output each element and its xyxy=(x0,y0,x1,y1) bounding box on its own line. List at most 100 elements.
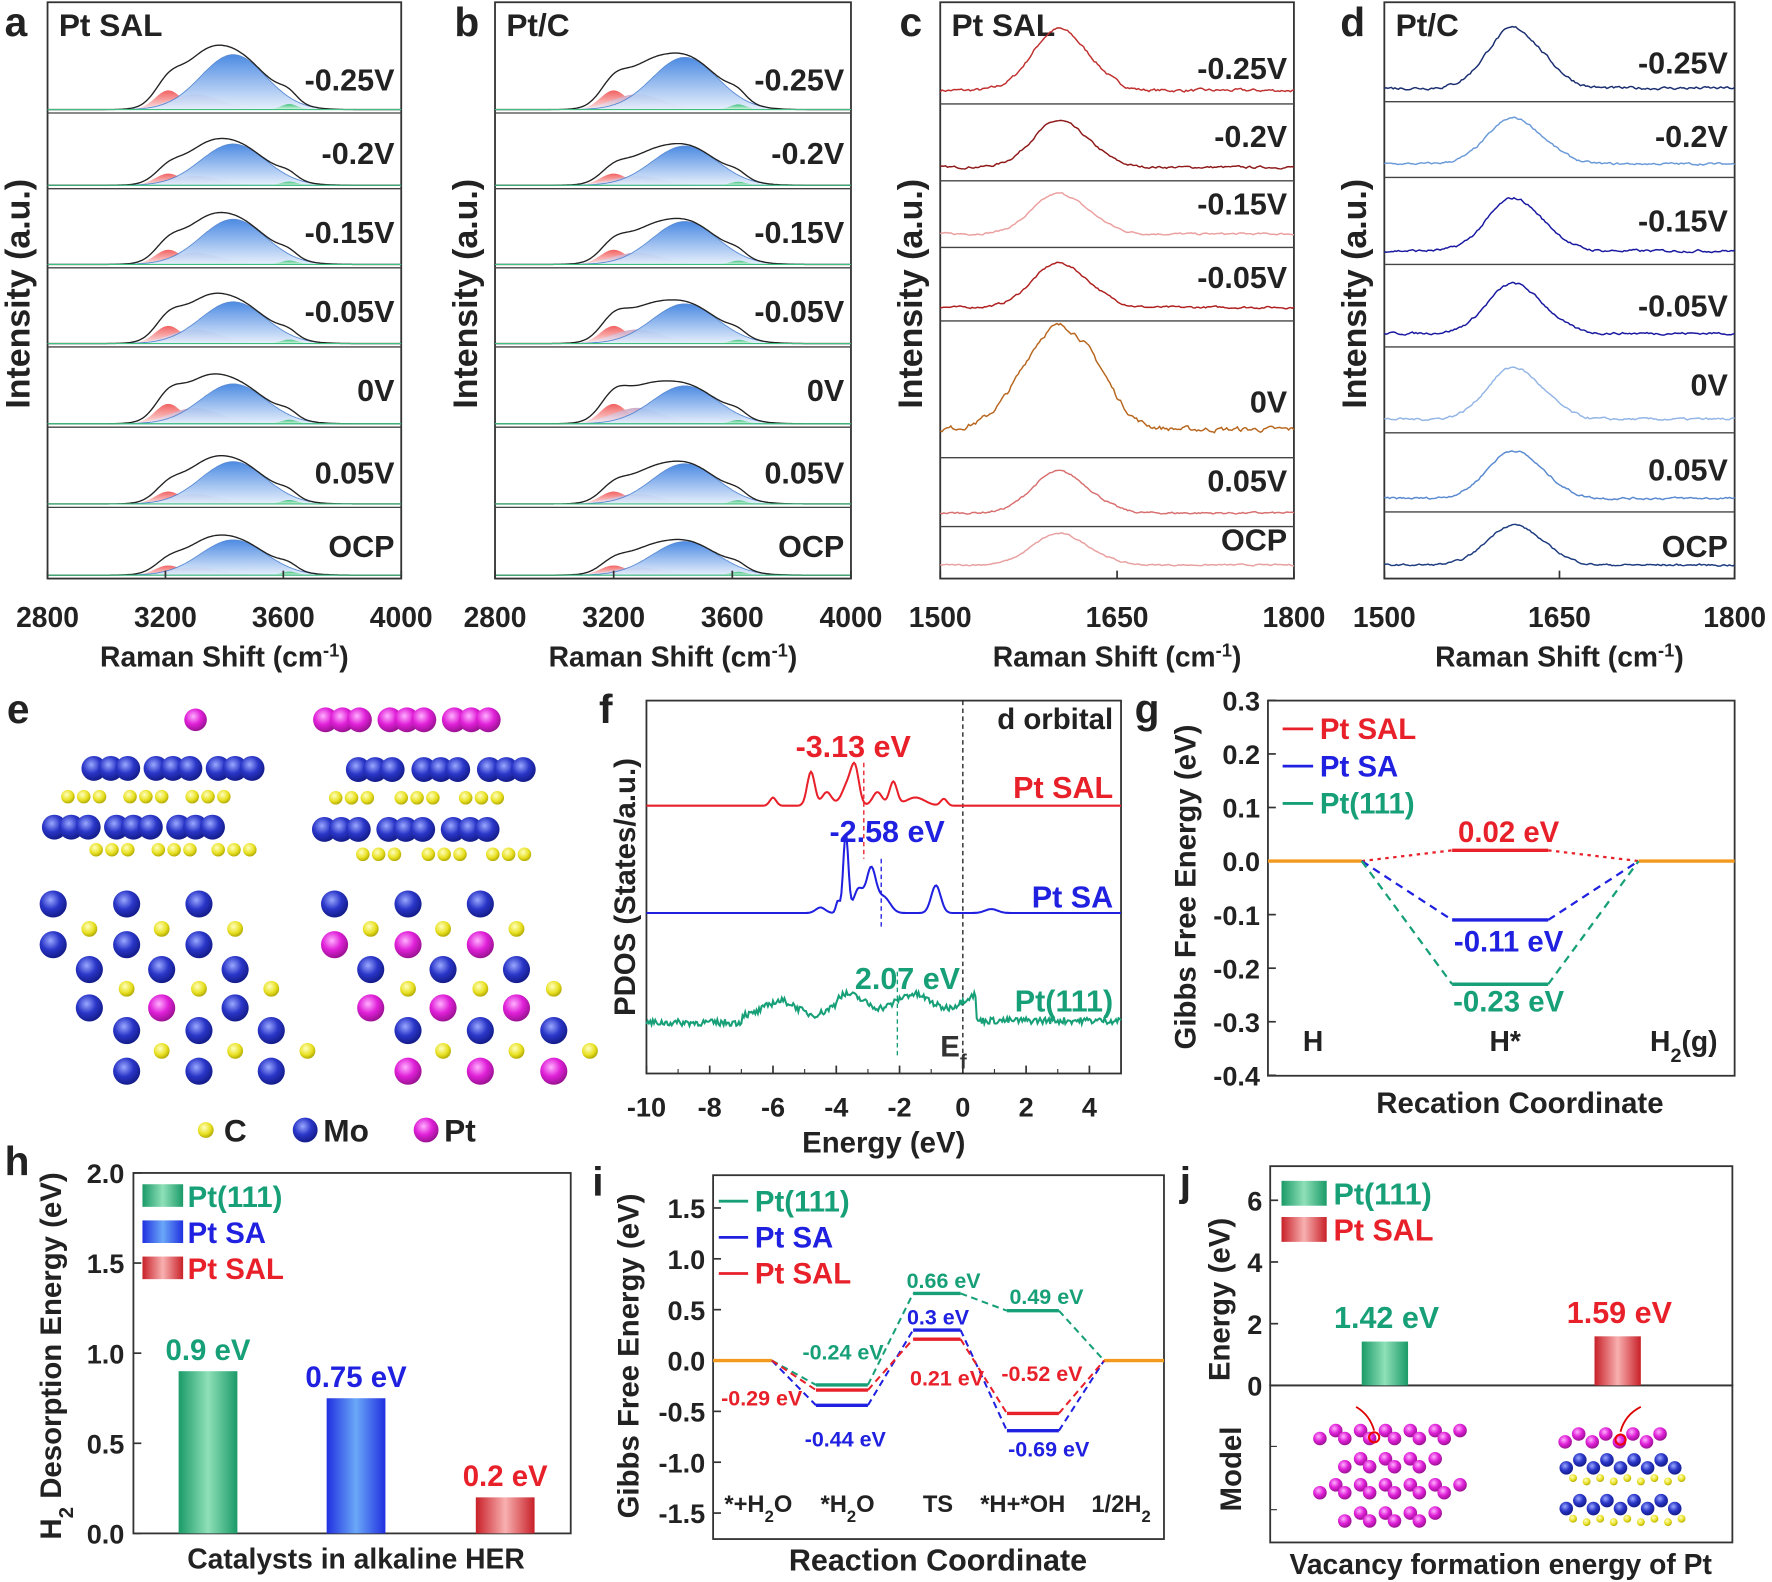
atom-mo xyxy=(148,955,176,984)
d-band-center-label: 2.07 eV xyxy=(855,962,961,996)
panel-g: 0.3 0.2 0.1 0.0 -0.1 -0.2 -0.3 -0.4 Gibbs Free E… xyxy=(1170,686,1736,1120)
atom-c xyxy=(582,1042,598,1059)
x-axis-label: Raman Shift (cm-1) xyxy=(993,639,1242,672)
text-part: H xyxy=(35,1518,68,1539)
text-part: O xyxy=(856,1492,874,1518)
connector xyxy=(1058,1310,1105,1362)
x-tick-label: -10 xyxy=(627,1091,666,1122)
spectrum-line xyxy=(1384,25,1735,91)
atom-c xyxy=(328,791,343,805)
x-tick-label: 2 xyxy=(1019,1091,1034,1122)
atom-pt xyxy=(1626,1427,1640,1441)
atom-c xyxy=(356,847,370,862)
connector xyxy=(1361,849,1453,863)
atom-c xyxy=(410,791,424,805)
atom-c xyxy=(1609,1518,1618,1527)
x-axis-label: Catalysts in alkaline HER xyxy=(187,1542,525,1574)
energy-label: 0.3 eV xyxy=(907,1305,970,1329)
panel-letter-b: b xyxy=(454,0,479,45)
atom-pt xyxy=(1599,1427,1613,1441)
panel-e-models: C Mo Pt xyxy=(39,707,598,1148)
x-tick-label: 1650 xyxy=(1528,601,1591,633)
x-tick-label: 3200 xyxy=(134,601,197,633)
atom-pt xyxy=(1437,1485,1451,1500)
connector xyxy=(771,1359,817,1391)
potential-label: -0.2V xyxy=(1214,120,1288,154)
atom-c xyxy=(81,920,98,937)
atom-pt xyxy=(1378,1423,1393,1438)
connector xyxy=(960,1292,1008,1312)
atom-c xyxy=(61,789,75,804)
atom-mo xyxy=(394,890,422,918)
bar-value-label: 0.75 eV xyxy=(305,1361,407,1394)
plot-frame xyxy=(46,1,403,580)
atom-c xyxy=(1569,1474,1577,1482)
legend-label: Pt(111) xyxy=(1320,788,1415,821)
legend-label: Pt SA xyxy=(188,1217,266,1250)
atom-c xyxy=(227,920,244,937)
y-tick-label: 4 xyxy=(1247,1247,1262,1278)
atom-c xyxy=(508,920,525,937)
x-tick-label: 1500 xyxy=(1353,601,1416,633)
atom-pt xyxy=(1387,1485,1402,1500)
potential-label: -0.25V xyxy=(1638,46,1729,80)
y-tick-label: 1.0 xyxy=(87,1338,125,1369)
atom-mo xyxy=(115,755,141,781)
atom-mo xyxy=(113,1017,141,1045)
text-part: -1 xyxy=(1658,639,1674,660)
panel-title: Pt SAL xyxy=(59,7,163,43)
y-axis-label: Intensity (a.u.) xyxy=(892,179,930,409)
blue-component xyxy=(47,383,402,425)
x-tick-label: 3200 xyxy=(582,601,645,633)
atom-pt xyxy=(1313,1485,1327,1500)
potential-label: -0.05V xyxy=(305,295,396,329)
text-part: f xyxy=(960,1050,967,1073)
panel-j: 0 2 4 6 Energy (eV) Model Vacancy formation en… xyxy=(1204,1165,1734,1580)
atom-mo xyxy=(185,931,213,959)
energy-label: 0.21 eV xyxy=(910,1366,985,1390)
atom-mo xyxy=(510,757,536,782)
atom-mo xyxy=(321,890,349,918)
atom-c xyxy=(435,920,451,937)
atom-c xyxy=(217,789,231,804)
text-part: 2 xyxy=(1670,1045,1681,1067)
bar xyxy=(475,1497,535,1534)
y-tick-label: -0.1 xyxy=(1213,900,1260,931)
atom-pt xyxy=(1378,1452,1393,1466)
atom-c xyxy=(227,1042,244,1059)
y-tick-label: 1.5 xyxy=(87,1248,125,1279)
text-part: E xyxy=(940,1031,960,1064)
text-part: -1 xyxy=(1216,639,1232,660)
panel-letter-c: c xyxy=(900,0,923,45)
legend-swatch xyxy=(1281,1217,1327,1242)
atom-c xyxy=(183,842,197,857)
atom-mo xyxy=(357,955,385,984)
atom-pt xyxy=(184,708,207,732)
y-axis-label-model: Model xyxy=(1215,1427,1248,1512)
atom-c xyxy=(1664,1477,1672,1486)
panel-f: -10 -8 -6 -4 -2 0 2 4 Energy (eV) PDOS (States/a.… xyxy=(609,699,1122,1160)
legend-label: Pt SAL xyxy=(1320,713,1416,746)
x-tick-label: -2 xyxy=(888,1091,912,1122)
atom-c xyxy=(1636,1477,1645,1486)
y-tick-label: 1.5 xyxy=(668,1193,706,1224)
atom-c xyxy=(501,847,516,862)
atom-c xyxy=(362,920,379,937)
atom-c xyxy=(1623,1514,1632,1523)
potential-label: -0.15V xyxy=(1197,188,1288,222)
atom-pt xyxy=(148,994,176,1022)
potential-label: 0V xyxy=(1691,369,1729,403)
atom-c xyxy=(344,791,359,805)
atom-mo xyxy=(345,816,371,842)
connector xyxy=(1547,860,1640,985)
atom-c xyxy=(139,789,153,804)
atom-pt xyxy=(321,931,349,959)
panel-letter-j: j xyxy=(1179,1159,1191,1205)
text-part: -1 xyxy=(323,639,339,660)
panel-title: Pt/C xyxy=(506,7,569,43)
atom-c xyxy=(201,789,215,804)
atom-mo xyxy=(1654,1493,1668,1508)
atom-c xyxy=(123,789,137,804)
text-part: *H xyxy=(821,1492,847,1518)
atom-c xyxy=(458,791,473,805)
